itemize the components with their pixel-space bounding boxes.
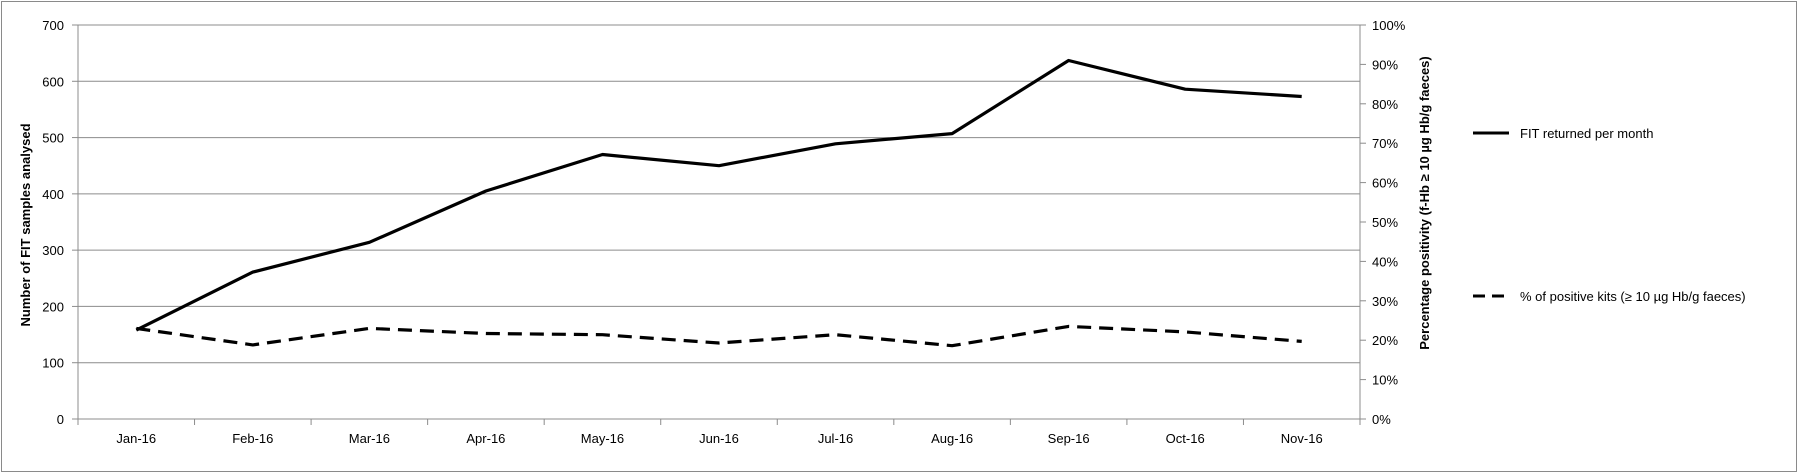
gridlines: [78, 24, 1360, 364]
x-axis-tick-label: Mar-16: [349, 431, 390, 446]
right-axis-tick-label: 0%: [1372, 412, 1391, 427]
left-axis-tick-labels: 0 100 200 300 400 500 600 700: [42, 18, 64, 427]
right-axis-tick-labels: 0% 10% 20% 30% 40% 50% 60% 70% 80% 90% 100%: [1372, 18, 1406, 427]
right-axis-tick-label: 50%: [1372, 215, 1398, 230]
right-axis-tick-label: 80%: [1372, 97, 1398, 112]
right-axis-tick-label: 100%: [1372, 18, 1406, 33]
left-axis-tick-label: 700: [42, 18, 64, 33]
right-axis-title: Percentage positivity (f-Hb ≥ 10 µg Hb/g…: [1417, 56, 1432, 349]
right-axis-tick-label: 60%: [1372, 176, 1398, 191]
left-axis-tick-label: 400: [42, 187, 64, 202]
left-axis-tick-label: 300: [42, 243, 64, 258]
right-axis-tick-label: 10%: [1372, 373, 1398, 388]
x-axis-tick-label: Jan-16: [116, 431, 156, 446]
x-axis-tick-label: Feb-16: [232, 431, 273, 446]
left-axis-tick-label: 0: [57, 412, 64, 427]
x-axis-tick-labels: Jan-16 Feb-16 Mar-16 Apr-16 May-16 Jun-16 Jul-…: [116, 431, 1322, 446]
x-axis-tick-label: Jun-16: [699, 431, 739, 446]
series-line-fit-returned: [135, 58, 1302, 332]
series-line-positive-kits: [136, 324, 1302, 348]
legend: FIT returned per month % of positive kit…: [1473, 126, 1746, 304]
series-lines: [135, 58, 1302, 348]
left-axis-title: Number of FIT samples analysed: [18, 123, 33, 326]
x-axis-tick-label: Apr-16: [466, 431, 505, 446]
legend-label-fit-returned: FIT returned per month: [1520, 126, 1653, 141]
right-axis-tick-label: 30%: [1372, 294, 1398, 309]
x-axis-tick-label: Nov-16: [1281, 431, 1323, 446]
right-axis-tick-label: 40%: [1372, 254, 1398, 269]
left-axis-tick-label: 600: [42, 74, 64, 89]
axes: [72, 24, 1366, 425]
x-axis-tick-label: May-16: [581, 431, 624, 446]
x-axis-tick-label: Jul-16: [818, 431, 853, 446]
x-axis-tick-label: Oct-16: [1166, 431, 1205, 446]
x-axis-tick-label: Aug-16: [931, 431, 973, 446]
left-axis-tick-label: 200: [42, 299, 64, 314]
right-axis-tick-label: 70%: [1372, 136, 1398, 151]
legend-label-positive-kits: % of positive kits (≥ 10 µg Hb/g faeces): [1520, 289, 1746, 304]
right-axis-tick-label: 90%: [1372, 57, 1398, 72]
right-axis-tick-label: 20%: [1372, 333, 1398, 348]
left-axis-tick-label: 500: [42, 131, 64, 146]
x-axis-tick-label: Sep-16: [1048, 431, 1090, 446]
left-axis-tick-label: 100: [42, 356, 64, 371]
